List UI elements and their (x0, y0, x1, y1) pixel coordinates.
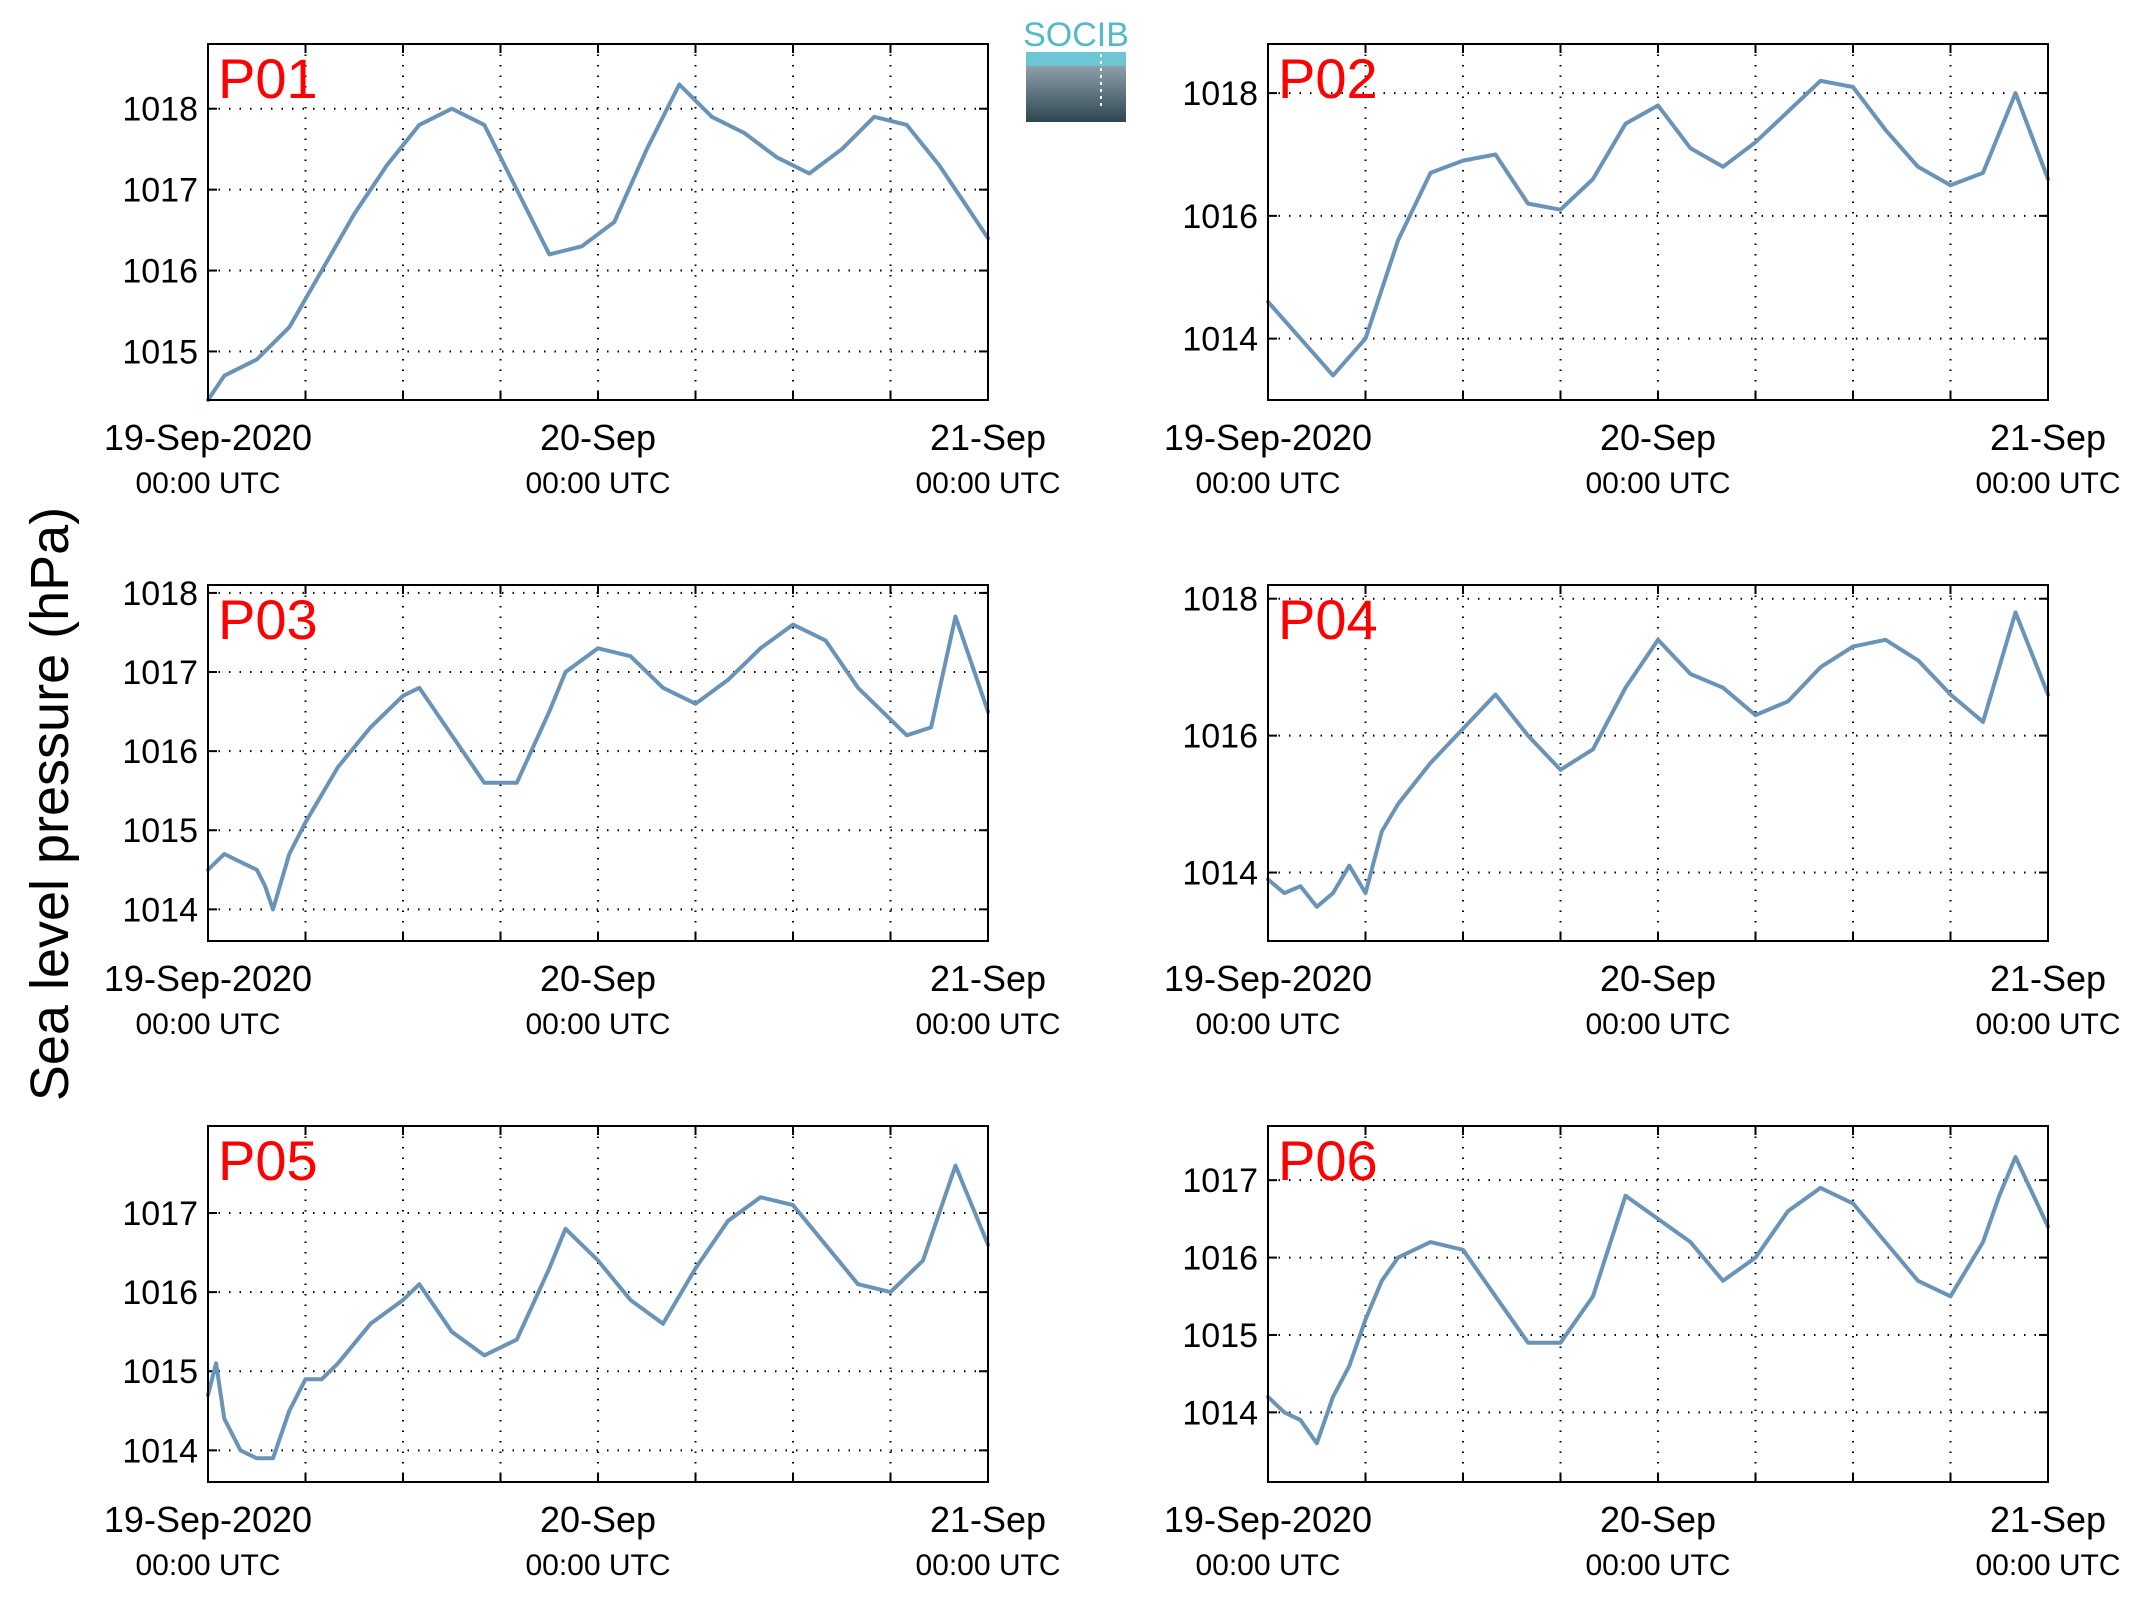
x-tick-date-label: 20-Sep (540, 1499, 656, 1540)
x-tick-time-label: 00:00 UTC (1585, 1008, 1730, 1041)
x-tick-date-label: 19-Sep-2020 (1164, 417, 1372, 458)
chart-panel-3: 1014 1015 1016 1017 1018 P03 19-Sep-2020 00:00 … (104, 575, 1061, 1041)
y-tick-label: 1014 (122, 891, 198, 929)
y-tick-label: 1016 (1182, 718, 1258, 756)
x-tick-date-label: 21-Sep (1990, 958, 2106, 999)
panel-label: P04 (1278, 588, 1378, 651)
y-tick-label: 1017 (122, 1195, 198, 1233)
y-tick-label: 1018 (1182, 581, 1258, 619)
x-tick-date-label: 20-Sep (1600, 1499, 1716, 1540)
y-tick-label: 1016 (122, 1274, 198, 1312)
y-tick-label: 1017 (122, 172, 198, 210)
plot-frame (1267, 584, 2049, 942)
series-line-P05 (206, 1163, 990, 1461)
x-tick-date-label: 20-Sep (1600, 958, 1716, 999)
chart-panel-4: 1014 1016 1018 P04 19-Sep-2020 00:00 UTC 20-Se… (1164, 581, 2121, 1041)
x-tick-time-label: 00:00 UTC (1195, 1549, 1340, 1582)
x-tick-time-label: 00:00 UTC (135, 1008, 280, 1041)
logo-wave-band (1026, 52, 1126, 66)
y-tick-label: 1014 (122, 1432, 198, 1470)
chart-panel-2: 1014 1016 1018 P02 19-Sep-2020 00:00 UTC 20-Se… (1164, 43, 2121, 500)
x-tick-time-label: 00:00 UTC (525, 1549, 670, 1582)
series-line-P04 (1266, 610, 2050, 909)
x-tick-time-label: 00:00 UTC (1195, 1008, 1340, 1041)
x-tick-date-label: 21-Sep (1990, 1499, 2106, 1540)
x-tick-date-label: 19-Sep-2020 (1164, 1499, 1372, 1540)
x-tick-date-label: 19-Sep-2020 (104, 958, 312, 999)
x-tick-time-label: 00:00 UTC (1975, 1549, 2120, 1582)
y-tick-label: 1018 (122, 91, 198, 129)
x-tick-time-label: 00:00 UTC (1585, 1549, 1730, 1582)
y-tick-label: 1017 (122, 654, 198, 692)
y-tick-label: 1018 (1182, 75, 1258, 113)
chart-panel-5: 1014 1015 1016 1017 P05 19-Sep-2020 00:00 UTC 2… (104, 1125, 1061, 1582)
y-tick-label: 1014 (1182, 855, 1258, 893)
x-tick-time-label: 00:00 UTC (525, 1008, 670, 1041)
x-tick-time-label: 00:00 UTC (525, 467, 670, 500)
panel-label: P03 (218, 588, 318, 651)
chart-panel-6: 1014 1015 1016 1017 P06 19-Sep-2020 00:00 UTC 2… (1164, 1125, 2121, 1582)
y-tick-label: 1015 (1182, 1317, 1258, 1355)
y-tick-label: 1016 (122, 733, 198, 771)
x-tick-time-label: 00:00 UTC (1975, 1008, 2120, 1041)
x-tick-time-label: 00:00 UTC (915, 1549, 1060, 1582)
plot-frame (1267, 1125, 2049, 1483)
y-tick-label: 1014 (1182, 1394, 1258, 1432)
plot-frame (1267, 43, 2049, 401)
chart-panel-1: 1015 1016 1017 1018 P01 19-Sep-2020 00:00 UTC 2… (104, 43, 1061, 500)
x-tick-time-label: 00:00 UTC (1195, 467, 1340, 500)
x-tick-time-label: 00:00 UTC (915, 467, 1060, 500)
x-tick-time-label: 00:00 UTC (1585, 467, 1730, 500)
x-tick-time-label: 00:00 UTC (915, 1008, 1060, 1041)
y-tick-label: 1016 (122, 253, 198, 291)
y-tick-label: 1015 (122, 333, 198, 371)
panel-label: P02 (1278, 47, 1378, 110)
panel-label: P01 (218, 47, 318, 110)
panel-label: P05 (218, 1129, 318, 1192)
y-tick-label: 1014 (1182, 321, 1258, 359)
y-tick-label: 1017 (1182, 1162, 1258, 1200)
x-tick-time-label: 00:00 UTC (135, 467, 280, 500)
socib-logo: SOCIB (1023, 16, 1129, 122)
y-tick-label: 1016 (1182, 198, 1258, 236)
y-tick-label: 1015 (122, 1353, 198, 1391)
x-tick-date-label: 21-Sep (930, 958, 1046, 999)
x-tick-date-label: 21-Sep (1990, 417, 2106, 458)
series-line-P06 (1266, 1155, 2050, 1446)
x-tick-date-label: 20-Sep (1600, 417, 1716, 458)
x-tick-date-label: 19-Sep-2020 (104, 1499, 312, 1540)
plot-frame (207, 1125, 989, 1483)
x-tick-date-label: 19-Sep-2020 (104, 417, 312, 458)
x-tick-date-label: 20-Sep (540, 958, 656, 999)
y-tick-label: 1015 (122, 812, 198, 850)
logo-text: SOCIB (1023, 16, 1129, 54)
plot-frame (207, 584, 989, 942)
series-line-P01 (206, 82, 990, 402)
logo-block (1026, 66, 1126, 122)
y-axis-label: Sea level pressure (hPa) (20, 507, 80, 1101)
x-tick-date-label: 19-Sep-2020 (1164, 958, 1372, 999)
y-tick-label: 1018 (122, 575, 198, 613)
x-tick-time-label: 00:00 UTC (1975, 467, 2120, 500)
y-tick-label: 1016 (1182, 1240, 1258, 1278)
series-line-P03 (206, 614, 990, 912)
x-tick-date-label: 21-Sep (930, 417, 1046, 458)
panel-label: P06 (1278, 1129, 1378, 1192)
x-tick-date-label: 21-Sep (930, 1499, 1046, 1540)
series-line-P02 (1266, 78, 2050, 378)
x-tick-date-label: 20-Sep (540, 417, 656, 458)
plot-frame (207, 43, 989, 401)
x-tick-time-label: 00:00 UTC (135, 1549, 280, 1582)
